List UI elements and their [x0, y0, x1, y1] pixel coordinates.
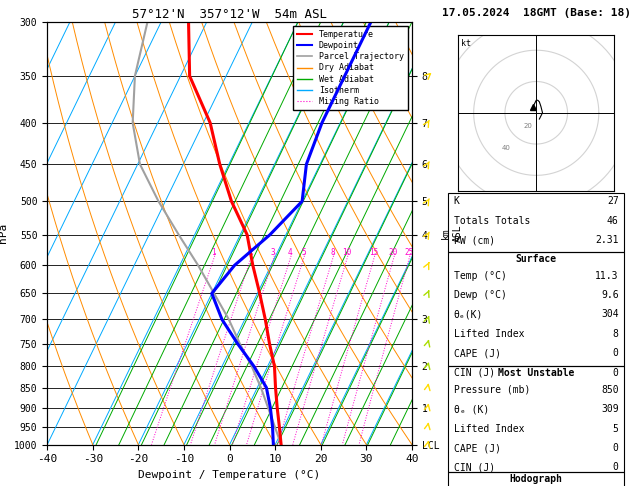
Text: 850: 850: [601, 385, 619, 395]
Text: 2.31: 2.31: [595, 235, 619, 245]
Text: CAPE (J): CAPE (J): [454, 348, 501, 358]
Text: 5: 5: [301, 248, 306, 257]
Text: 40: 40: [502, 145, 511, 151]
Text: 0: 0: [613, 348, 619, 358]
Text: 3: 3: [271, 248, 276, 257]
Text: Temp (°C): Temp (°C): [454, 271, 506, 280]
Text: 309: 309: [601, 404, 619, 414]
Text: Pressure (mb): Pressure (mb): [454, 385, 530, 395]
Text: K: K: [454, 196, 460, 207]
Text: Surface: Surface: [516, 254, 557, 264]
X-axis label: Dewpoint / Temperature (°C): Dewpoint / Temperature (°C): [138, 470, 321, 480]
Y-axis label: km
ASL: km ASL: [441, 225, 462, 242]
Text: 10: 10: [342, 248, 352, 257]
Text: 20: 20: [389, 248, 398, 257]
Text: 8: 8: [613, 329, 619, 339]
Text: 11.3: 11.3: [595, 271, 619, 280]
Text: 304: 304: [601, 310, 619, 319]
Text: 1: 1: [211, 248, 216, 257]
Title: 57°12'N  357°12'W  54m ASL: 57°12'N 357°12'W 54m ASL: [132, 8, 327, 21]
Text: PW (cm): PW (cm): [454, 235, 495, 245]
Text: 17.05.2024  18GMT (Base: 18): 17.05.2024 18GMT (Base: 18): [442, 8, 629, 17]
Text: 0: 0: [613, 368, 619, 378]
Text: 2: 2: [248, 248, 253, 257]
Text: kt: kt: [461, 39, 471, 48]
Text: 46: 46: [607, 216, 619, 226]
Text: 9.6: 9.6: [601, 290, 619, 300]
Legend: Temperature, Dewpoint, Parcel Trajectory, Dry Adiabat, Wet Adiabat, Isotherm, Mi: Temperature, Dewpoint, Parcel Trajectory…: [293, 26, 408, 110]
Text: 0: 0: [613, 443, 619, 453]
Text: 25: 25: [404, 248, 413, 257]
Text: 27: 27: [607, 196, 619, 207]
Text: CIN (J): CIN (J): [454, 463, 495, 472]
Text: 15: 15: [369, 248, 378, 257]
Text: θₑ (K): θₑ (K): [454, 404, 489, 414]
Text: CAPE (J): CAPE (J): [454, 443, 501, 453]
Text: θₑ(K): θₑ(K): [454, 310, 483, 319]
Text: Totals Totals: Totals Totals: [454, 216, 530, 226]
Text: 4: 4: [287, 248, 292, 257]
Text: 8: 8: [330, 248, 335, 257]
Text: CIN (J): CIN (J): [454, 368, 495, 378]
Text: Hodograph: Hodograph: [509, 474, 563, 484]
Text: Lifted Index: Lifted Index: [454, 424, 524, 434]
Text: Dewp (°C): Dewp (°C): [454, 290, 506, 300]
Y-axis label: hPa: hPa: [0, 223, 8, 243]
Text: 5: 5: [613, 424, 619, 434]
Text: Most Unstable: Most Unstable: [498, 368, 574, 378]
Text: 0: 0: [613, 463, 619, 472]
Text: 20: 20: [524, 123, 533, 129]
Text: Lifted Index: Lifted Index: [454, 329, 524, 339]
